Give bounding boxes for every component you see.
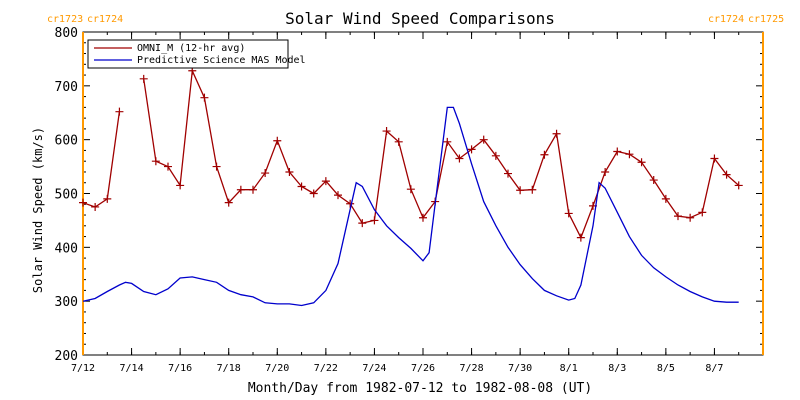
omni-data-point bbox=[151, 157, 160, 166]
x-axis-label: Month/Day from 1982-07-12 to 1982-08-08 … bbox=[248, 381, 592, 396]
x-tick-label: 7/26 bbox=[411, 363, 435, 374]
omni-data-point bbox=[528, 185, 537, 194]
y-tick-label: 800 bbox=[55, 26, 78, 41]
omni-data-point bbox=[625, 150, 634, 159]
carrington-label: cr1724 bbox=[708, 14, 744, 25]
omni-data-point bbox=[79, 198, 87, 207]
omni-data-point bbox=[176, 181, 185, 190]
omni-data-point bbox=[334, 191, 342, 200]
omni-data-point bbox=[443, 137, 452, 146]
omni-data-point bbox=[722, 170, 731, 179]
omni-data-point bbox=[455, 154, 464, 163]
omni-data-point bbox=[273, 136, 282, 145]
omni-data-point bbox=[139, 74, 148, 83]
legend-box bbox=[87, 39, 289, 69]
x-tick-label: 8/7 bbox=[705, 363, 723, 374]
omni-data-point bbox=[540, 150, 549, 159]
omni-data-point bbox=[297, 182, 306, 191]
omni-data-point bbox=[394, 137, 403, 146]
legend-label-omni: OMNI_M (12-hr avg) bbox=[137, 43, 245, 54]
omni-data-point bbox=[249, 185, 257, 194]
omni-data-point bbox=[358, 219, 367, 228]
omni-data-point bbox=[115, 107, 124, 116]
omni-data-point bbox=[613, 147, 622, 156]
omni-data-point bbox=[419, 213, 427, 222]
omni-data-point bbox=[674, 212, 682, 221]
y-tick-label: 500 bbox=[55, 188, 78, 203]
carrington-label: cr1724 bbox=[87, 14, 123, 25]
y-tick-label: 200 bbox=[55, 349, 78, 364]
x-tick-label: 7/22 bbox=[314, 363, 338, 374]
omni-data-point bbox=[321, 177, 330, 186]
omni-data-point bbox=[491, 151, 500, 160]
omni-data-point bbox=[564, 209, 573, 218]
omni-data-point bbox=[516, 186, 525, 195]
omni-data-point bbox=[224, 198, 233, 207]
omni-data-point bbox=[200, 93, 209, 102]
omni-data-point bbox=[382, 127, 391, 136]
omni-data-point bbox=[406, 185, 415, 194]
legend-label-mas: Predictive Science MAS Model bbox=[137, 55, 306, 66]
omni-data-point bbox=[734, 181, 743, 190]
carrington-labels-right: cr1724 cr1725 bbox=[708, 14, 784, 25]
mas-model-series-line bbox=[82, 106, 739, 307]
x-tick-label: 8/5 bbox=[657, 363, 675, 374]
x-tick-label: 7/18 bbox=[217, 363, 241, 374]
x-tick-label: 7/16 bbox=[168, 363, 192, 374]
x-tick-label: 7/20 bbox=[265, 363, 289, 374]
omni-data-point bbox=[103, 194, 112, 203]
chart-title: Solar Wind Speed Comparisons bbox=[285, 9, 555, 28]
x-tick-label: 8/3 bbox=[608, 363, 626, 374]
carrington-labels-left: cr1723 cr1724 bbox=[47, 14, 123, 25]
legend: OMNI_M (12-hr avg) Predictive Science MA… bbox=[87, 39, 306, 69]
omni-data-point bbox=[504, 169, 512, 178]
x-tick-label: 7/28 bbox=[460, 363, 484, 374]
omni-data-point bbox=[212, 162, 221, 171]
x-tick-label: 7/24 bbox=[362, 363, 386, 374]
omni-data-point bbox=[479, 135, 488, 144]
carrington-label: cr1723 bbox=[47, 14, 83, 25]
omni-data-point bbox=[261, 169, 270, 178]
omni-data-point bbox=[91, 202, 100, 211]
omni-data-point bbox=[698, 208, 707, 217]
x-tick-label: 7/14 bbox=[120, 363, 144, 374]
omni-data-point bbox=[370, 216, 379, 225]
omni-data-point bbox=[346, 199, 355, 208]
omni-data-point bbox=[552, 129, 561, 138]
y-axis-label: Solar Wind Speed (km/s) bbox=[31, 127, 45, 293]
plot-area bbox=[82, 31, 764, 356]
omni-data-point bbox=[576, 233, 585, 242]
x-tick-label: 7/12 bbox=[71, 363, 95, 374]
x-tick-label: 8/1 bbox=[560, 363, 578, 374]
omni-data-point bbox=[710, 154, 719, 163]
omni-series-line bbox=[82, 111, 121, 208]
omni-data-point bbox=[637, 158, 646, 167]
omni-data-point bbox=[467, 145, 476, 154]
y-tick-label: 600 bbox=[55, 134, 78, 149]
omni-data-point bbox=[285, 167, 294, 176]
omni-data-point bbox=[686, 213, 695, 222]
x-tick-label: 7/30 bbox=[508, 363, 532, 374]
omni-data-point bbox=[601, 167, 610, 176]
data-series bbox=[79, 66, 743, 307]
carrington-rotation-lines bbox=[82, 32, 764, 355]
y-tick-label: 700 bbox=[55, 80, 78, 95]
omni-data-point bbox=[236, 185, 245, 194]
y-tick-label: 400 bbox=[55, 241, 78, 256]
carrington-label: cr1725 bbox=[748, 14, 784, 25]
omni-data-point bbox=[661, 194, 670, 203]
y-tick-label: 300 bbox=[55, 295, 78, 310]
y-axis: 200 300 400 500 600 700 800 bbox=[55, 26, 763, 364]
omni-data-point bbox=[649, 176, 658, 185]
omni-data-point bbox=[309, 189, 318, 198]
omni-data-point bbox=[164, 162, 172, 171]
x-axis: 7/12 7/14 7/16 7/18 7/20 7/22 7/24 7/26 7/28 7/30… bbox=[71, 32, 764, 374]
